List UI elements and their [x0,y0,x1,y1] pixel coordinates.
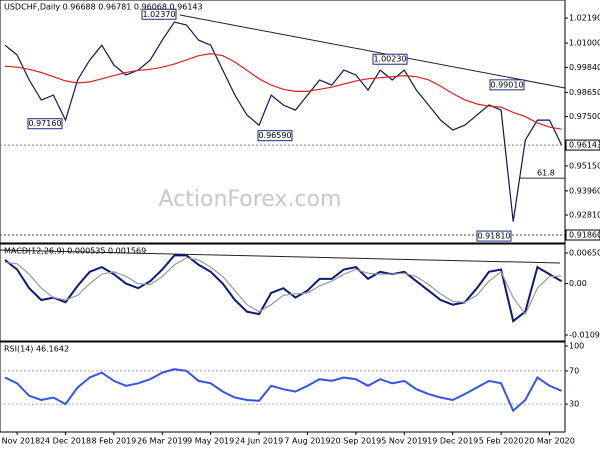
y-tick-label: 1.01000 [569,39,600,48]
x-tick-label: 9 May 2019 [187,437,234,446]
x-tick-label: 20 Sep 2019 [331,437,382,446]
annotation-box [257,130,293,142]
annotation-box [476,230,512,242]
y-tick-label: 0.92810 [569,211,600,220]
y-tick-label: 0.006505 [569,248,600,257]
x-tick-label: 8 Nov 2018 [0,437,40,446]
y-tick-label: 1.02190 [569,14,600,23]
panel-title: RSI(14) 46.1642 [4,345,69,354]
annotation-label: 0.99010 [490,80,523,89]
annotation-box [27,118,63,130]
annotation-label: 1.00230 [373,55,406,64]
price-box [565,139,600,151]
panel-title: USDCHF,Daily 0.96688 0.96781 0.96068 0.9… [4,3,203,12]
annotation-label: 0.96590 [258,131,291,140]
y-tick-label: 0.99840 [569,63,600,72]
panel-frame [0,341,566,433]
annotation-label: 0.97160 [28,119,61,128]
low-label: 0.91860 [569,231,600,240]
panel-frame [0,243,566,342]
x-tick-label: 7 Aug 2019 [284,437,330,446]
y-tick-label: 0.00 [569,279,587,288]
y-tick-label: 100 [569,341,584,350]
series-line [4,52,562,130]
x-tick-label: 20 Mar 2020 [524,437,575,446]
series-line [4,368,562,413]
x-tick-label: 24 Dec 2018 [40,437,91,446]
annotation-box [141,8,177,20]
y-tick-label: 70 [569,366,579,375]
x-tick-label: 5 Nov 2019 [381,437,427,446]
y-tick-label: 0.97500 [569,112,600,121]
x-tick-label: 26 Mar 2019 [137,437,188,446]
trend-line [179,14,566,89]
x-tick-label: 8 Feb 2019 [92,437,137,446]
series-line [4,21,563,222]
y-tick-label: 0.98650 [569,88,600,97]
annotation-box [372,53,408,65]
panel-title: MACD(12,26,9) 0.000535 0.001569 [4,247,146,256]
y-tick-label: 30 [569,400,579,409]
series-line [4,254,563,323]
low-box [565,229,600,241]
annotation-box [489,79,525,91]
price-label: 0.96143 [569,141,600,150]
x-tick-label: 5 Feb 2020 [479,437,524,446]
annotation-label: 1.02370 [142,10,175,19]
panel-frame [0,0,566,244]
annotation-label: 0.91810 [477,232,510,241]
fib-label: 61.8 [537,169,555,178]
y-tick-label: -0.010948 [569,330,600,339]
y-tick-label: 0.95150 [569,161,600,170]
y-tick-label: 0.93960 [569,186,600,195]
watermark: ActionForex.com [159,187,342,212]
series-line [4,257,562,316]
x-tick-label: 19 Dec 2019 [427,437,478,446]
x-tick-label: 24 Jun 2019 [235,437,283,446]
macd-trend-line [0,249,561,264]
